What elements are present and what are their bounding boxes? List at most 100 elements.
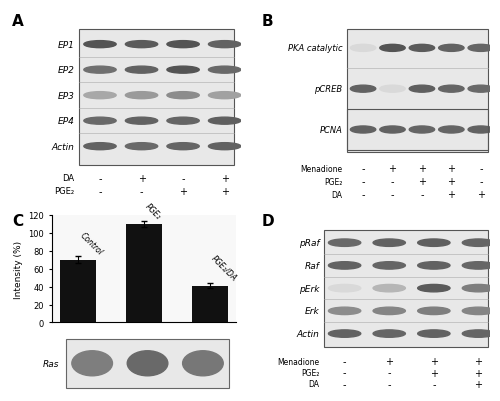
Ellipse shape	[126, 67, 158, 74]
Text: PGE₂: PGE₂	[324, 178, 342, 186]
Ellipse shape	[208, 67, 241, 74]
Ellipse shape	[380, 86, 405, 93]
Text: B: B	[262, 14, 273, 28]
Text: -: -	[140, 186, 143, 196]
Ellipse shape	[418, 262, 450, 269]
Text: Erk: Erk	[304, 307, 319, 316]
Text: D: D	[262, 213, 274, 229]
Text: C: C	[12, 213, 24, 229]
Text: +: +	[385, 356, 393, 367]
Text: DA: DA	[62, 174, 74, 183]
Ellipse shape	[208, 118, 241, 125]
Ellipse shape	[468, 45, 493, 52]
Text: PGE₂: PGE₂	[301, 368, 319, 377]
Ellipse shape	[462, 308, 494, 315]
Ellipse shape	[167, 67, 199, 74]
Ellipse shape	[418, 239, 450, 247]
Text: pCREB: pCREB	[314, 85, 342, 94]
Text: -: -	[343, 379, 346, 389]
Text: +: +	[418, 164, 426, 174]
Text: -: -	[388, 379, 391, 389]
Ellipse shape	[462, 239, 494, 247]
Text: -: -	[388, 368, 391, 378]
Text: -: -	[362, 177, 365, 187]
Text: -: -	[432, 379, 436, 389]
Ellipse shape	[328, 239, 361, 247]
Ellipse shape	[208, 42, 241, 49]
Text: pErk: pErk	[298, 284, 319, 293]
Text: Menadione: Menadione	[277, 357, 319, 366]
Ellipse shape	[380, 45, 405, 52]
FancyBboxPatch shape	[79, 30, 234, 165]
Ellipse shape	[350, 45, 376, 52]
Ellipse shape	[328, 285, 361, 292]
Text: Actin: Actin	[52, 142, 74, 151]
Ellipse shape	[350, 86, 376, 93]
Ellipse shape	[350, 127, 376, 134]
Ellipse shape	[84, 118, 116, 125]
Ellipse shape	[373, 239, 406, 247]
Text: +: +	[474, 356, 482, 367]
FancyBboxPatch shape	[324, 230, 488, 347]
Text: +: +	[220, 186, 228, 196]
Text: +: +	[448, 164, 456, 174]
Text: EP2: EP2	[58, 66, 74, 75]
Text: -: -	[479, 164, 482, 174]
Text: +: +	[430, 368, 438, 378]
Ellipse shape	[328, 308, 361, 315]
Text: -: -	[98, 186, 102, 196]
Ellipse shape	[438, 127, 464, 134]
Ellipse shape	[373, 330, 406, 338]
Text: PCNA: PCNA	[320, 126, 342, 135]
FancyBboxPatch shape	[347, 30, 488, 152]
Text: PGE₂: PGE₂	[54, 187, 74, 196]
Text: EP3: EP3	[58, 91, 74, 100]
Ellipse shape	[468, 86, 493, 93]
Ellipse shape	[409, 127, 434, 134]
Text: +: +	[388, 164, 396, 174]
Ellipse shape	[462, 330, 494, 338]
Ellipse shape	[208, 143, 241, 150]
Text: -: -	[362, 164, 365, 174]
Text: -: -	[391, 177, 394, 187]
Text: -: -	[362, 190, 365, 200]
Text: +: +	[220, 173, 228, 183]
Ellipse shape	[409, 86, 434, 93]
Ellipse shape	[328, 330, 361, 338]
Text: Raf: Raf	[304, 261, 319, 270]
Text: -: -	[182, 173, 185, 183]
Text: A: A	[12, 14, 24, 28]
Ellipse shape	[373, 262, 406, 269]
Ellipse shape	[84, 92, 116, 99]
Text: -: -	[479, 177, 482, 187]
Text: Actin: Actin	[296, 329, 319, 338]
Text: -: -	[343, 368, 346, 378]
Ellipse shape	[84, 143, 116, 150]
Ellipse shape	[438, 86, 464, 93]
Text: pRaf: pRaf	[298, 239, 319, 247]
Text: EP4: EP4	[58, 117, 74, 126]
Ellipse shape	[438, 45, 464, 52]
Ellipse shape	[462, 285, 494, 292]
Text: -: -	[391, 190, 394, 200]
Ellipse shape	[380, 127, 405, 134]
Ellipse shape	[418, 308, 450, 315]
Ellipse shape	[328, 262, 361, 269]
Text: +: +	[474, 379, 482, 389]
Ellipse shape	[208, 92, 241, 99]
Text: +: +	[448, 190, 456, 200]
Ellipse shape	[167, 42, 199, 49]
Text: Menadione: Menadione	[300, 164, 343, 174]
Ellipse shape	[167, 92, 199, 99]
Ellipse shape	[373, 285, 406, 292]
Ellipse shape	[126, 42, 158, 49]
Ellipse shape	[167, 118, 199, 125]
Text: +: +	[430, 356, 438, 367]
Text: DA: DA	[332, 190, 342, 199]
Ellipse shape	[373, 308, 406, 315]
Ellipse shape	[418, 330, 450, 338]
Text: +: +	[418, 177, 426, 187]
Text: -: -	[420, 190, 424, 200]
Ellipse shape	[126, 92, 158, 99]
Ellipse shape	[84, 67, 116, 74]
